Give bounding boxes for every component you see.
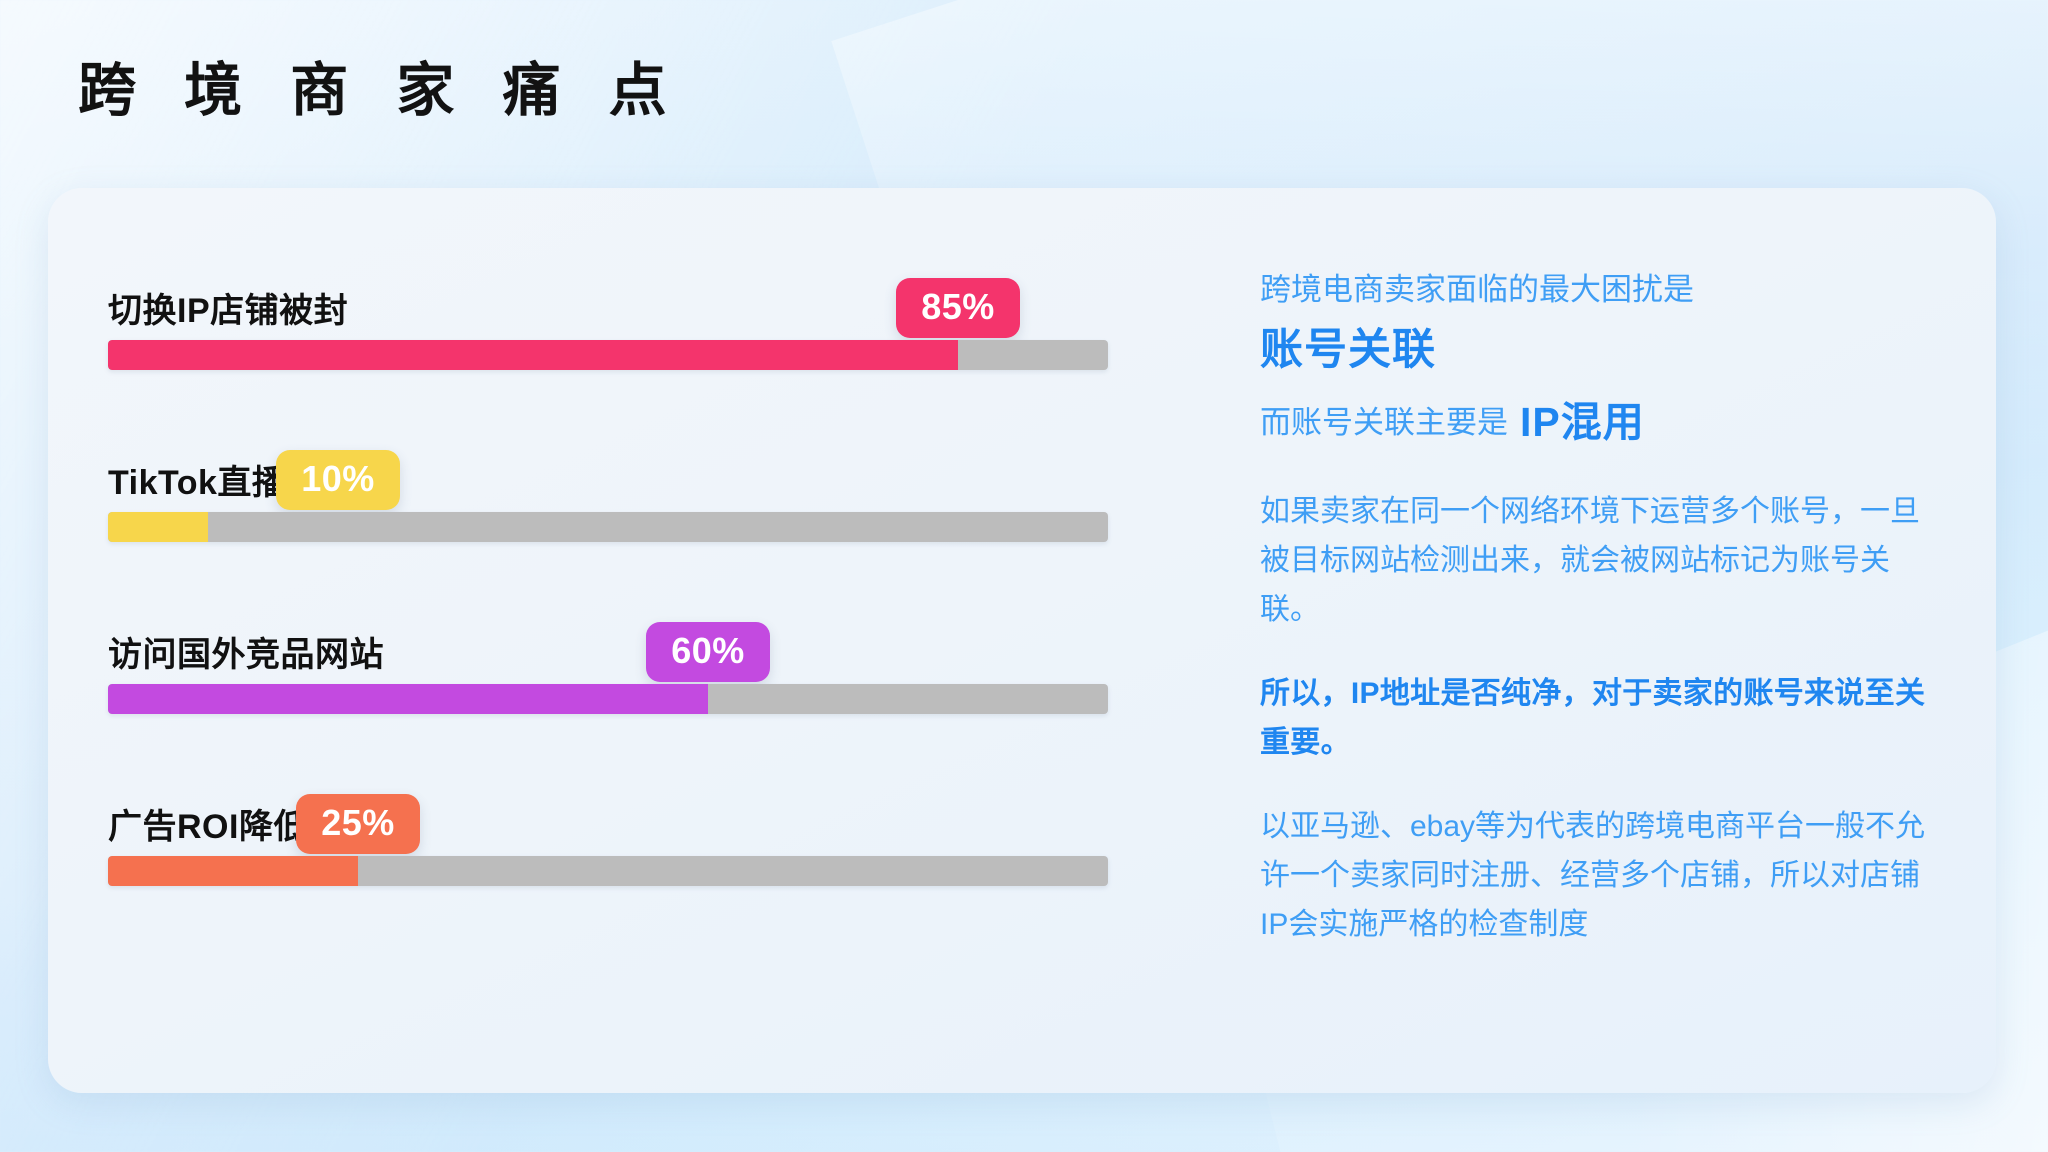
bar-label: 广告ROI降低 bbox=[108, 808, 308, 846]
bar-header: 广告ROI降低 25% bbox=[108, 782, 1198, 856]
content-card: 切换IP店铺被封 85% TikTok直播卡顿 10% 访问国外竞品网站 60% bbox=[48, 188, 1996, 1093]
copy-paragraph-3: 以亚马逊、ebay等为代表的跨境电商平台一般不允许一个卖家同时注册、经营多个店铺… bbox=[1260, 810, 1926, 941]
bar-track bbox=[108, 340, 1108, 370]
bar-value-badge: 10% bbox=[276, 450, 400, 510]
bar-fill bbox=[108, 512, 208, 542]
copy-paragraph-2: 所以，IP地址是否纯净，对于卖家的账号来说至关重要。 bbox=[1260, 677, 1926, 759]
copy-paragraph-1: 如果卖家在同一个网络环境下运营多个账号，一旦被目标网站检测出来，就会被网站标记为… bbox=[1260, 495, 1920, 626]
bar-header: 切换IP店铺被封 85% bbox=[108, 266, 1198, 340]
bar-track bbox=[108, 684, 1108, 714]
copy-keyword-account-association: 账号关联 bbox=[1260, 325, 1436, 374]
bar-fill bbox=[108, 684, 708, 714]
bar-fill bbox=[108, 856, 358, 886]
bar-value-badge: 25% bbox=[296, 794, 420, 854]
copy-keyword-ip-mixing: IP混用 bbox=[1520, 398, 1645, 445]
bar-row: 广告ROI降低 25% bbox=[108, 782, 1198, 954]
bar-header: 访问国外竞品网站 60% bbox=[108, 610, 1198, 684]
pain-point-bar-chart: 切换IP店铺被封 85% TikTok直播卡顿 10% 访问国外竞品网站 60% bbox=[48, 188, 1198, 1093]
copy-lead: 跨境电商卖家面临的最大困扰是 bbox=[1260, 272, 1694, 307]
bar-fill bbox=[108, 340, 958, 370]
bar-header: TikTok直播卡顿 10% bbox=[108, 438, 1198, 512]
page-title: 跨 境 商 家 痛 点 bbox=[78, 58, 683, 123]
copy-lead-secondary-prefix: 而账号关联主要是 bbox=[1260, 404, 1508, 440]
bar-track bbox=[108, 856, 1108, 886]
bar-row: 访问国外竞品网站 60% bbox=[108, 610, 1198, 782]
bar-track bbox=[108, 512, 1108, 542]
bar-label: 切换IP店铺被封 bbox=[108, 292, 349, 330]
bar-value-badge: 60% bbox=[646, 622, 770, 682]
bar-value-badge: 85% bbox=[896, 278, 1020, 338]
copy-lead-secondary: 而账号关联主要是 IP混用 bbox=[1260, 393, 1926, 452]
explanation-panel: 跨境电商卖家面临的最大困扰是 账号关联 而账号关联主要是 IP混用 如果卖家在同一… bbox=[1198, 188, 1996, 1093]
bar-row: 切换IP店铺被封 85% bbox=[108, 266, 1198, 438]
bar-label: 访问国外竞品网站 bbox=[108, 636, 384, 674]
bar-row: TikTok直播卡顿 10% bbox=[108, 438, 1198, 610]
